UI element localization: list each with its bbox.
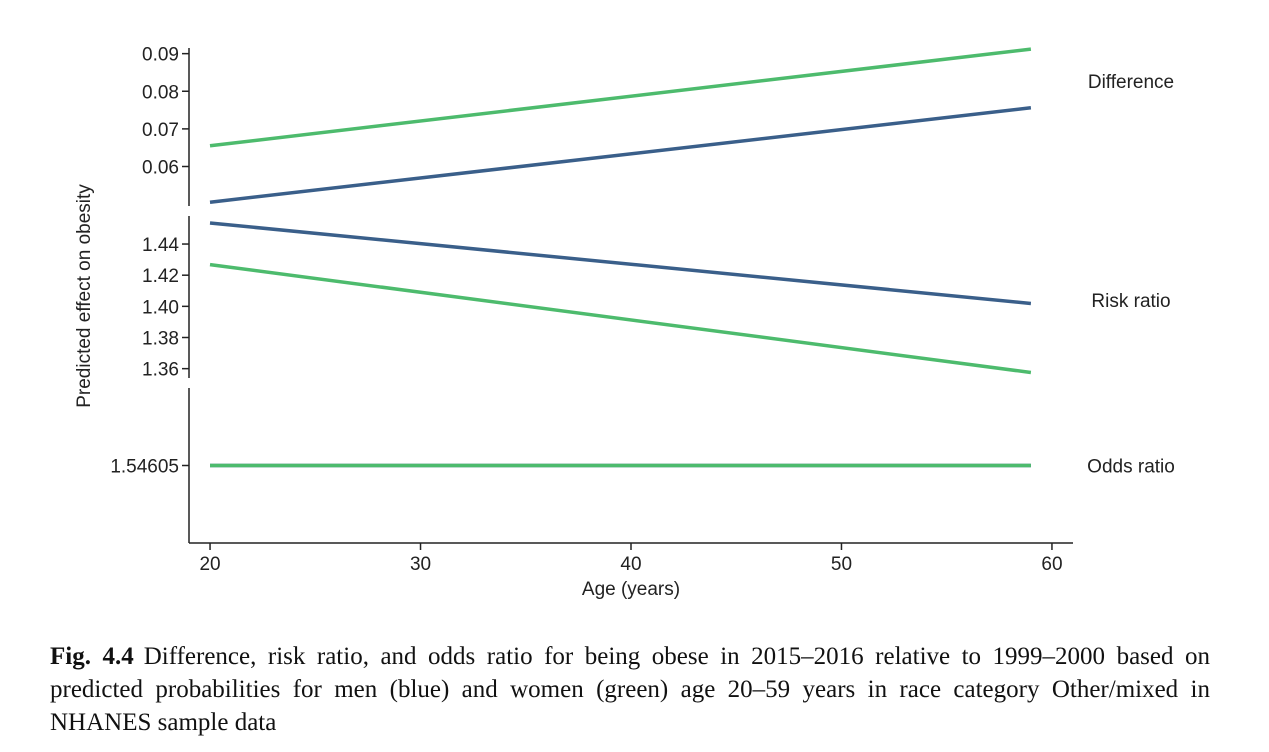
panel-difference: 0.06 0.07 0.08 0.09 Difference [142,45,1174,206]
x-tick-label: 20 [199,554,220,575]
series-line-men [209,106,1032,204]
x-axis-title: Age (years) [582,579,680,600]
panel-odds-ratio: 1.54605 Odds ratio [110,388,1175,543]
panel-label: Difference [1088,72,1174,93]
panel-label: Odds ratio [1087,457,1175,478]
x-tick-label: 60 [1041,554,1062,575]
y-tick-label: 1.36 [142,360,179,381]
y-axis-title: Predicted effect on obesity [74,184,95,408]
x-tick-label: 30 [410,554,431,575]
panel-risk-ratio: 1.36 1.38 1.40 1.42 1.44 Risk ratio [142,216,1171,381]
panel-label: Risk ratio [1091,291,1170,312]
chart-panels: 0.060.070.080.09Difference1.361.381.401.… [110,45,1175,543]
y-tick-label: 0.09 [142,45,179,66]
y-tick-label: 1.54605 [110,457,179,478]
y-tick-label: 0.06 [142,158,179,179]
y-tick-label: 1.38 [142,329,179,350]
figure-caption: Fig. 4.4 Difference, risk ratio, and odds… [50,640,1210,739]
series-line-women [209,262,1032,375]
x-axis: 20 30 40 50 60 [189,542,1073,575]
series-line-women [209,47,1032,148]
chart: 0.060.070.080.09Difference1.361.381.401.… [74,45,1175,600]
caption-text: Difference, risk ratio, and odds ratio f… [50,643,1210,736]
y-tick-label: 1.40 [142,297,179,318]
y-tick-label: 0.07 [142,120,179,141]
x-tick-label: 50 [831,554,852,575]
series-line-men [209,221,1032,306]
y-tick-label: 1.42 [142,266,179,287]
y-tick-label: 1.44 [142,235,179,256]
y-tick-label: 0.08 [142,82,179,103]
figure-label: Fig. 4.4 [50,643,134,670]
x-tick-label: 40 [620,554,641,575]
